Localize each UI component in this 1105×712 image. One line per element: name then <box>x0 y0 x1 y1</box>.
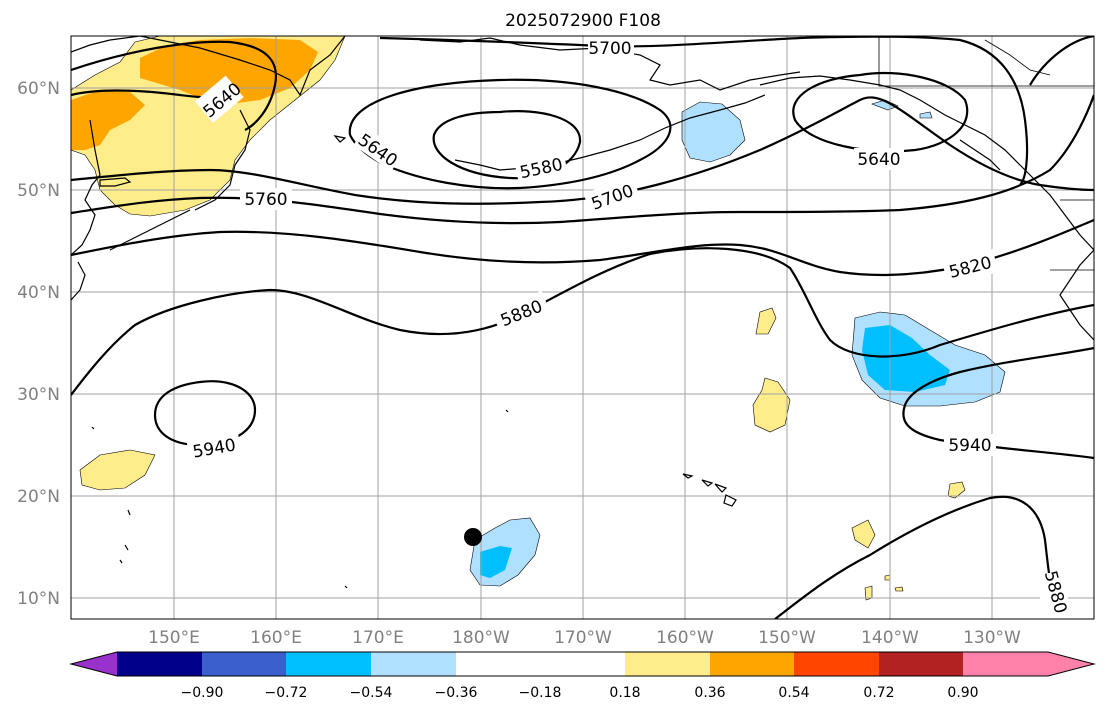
map-frame <box>70 35 1095 620</box>
positive-anomaly-region <box>755 307 777 335</box>
contour-5940-east <box>902 346 1094 460</box>
lon-label: 130°W <box>963 628 1021 648</box>
contour-5880-south <box>774 495 1060 619</box>
colorbar-tick-label: −0.72 <box>265 685 308 701</box>
positive-anomaly-region <box>947 481 966 499</box>
colorbar-bin <box>879 652 963 676</box>
map-plot-area: 5700 5640 5640 5580 5640 5760 5700 5820 … <box>71 36 1094 619</box>
colorbar-bin <box>371 652 456 676</box>
positive-anomaly-region <box>79 449 156 491</box>
contour-labels: 5700 5640 5640 5580 5640 5760 5700 5820 … <box>186 36 1070 619</box>
positive-anomaly-region <box>884 574 891 581</box>
contour-label: 5940 <box>948 436 991 456</box>
colorbar-tick-label: 0.18 <box>609 685 640 701</box>
height-contours <box>71 36 1094 619</box>
contour-5700-top <box>379 36 1094 186</box>
colorbar-bin <box>540 652 625 676</box>
contour-5760 <box>71 94 1094 225</box>
lon-label: 180°W <box>452 628 510 648</box>
contour-label: 5700 <box>588 39 631 59</box>
map-title: 2025072900 F108 <box>505 11 661 31</box>
lat-label: 30°N <box>17 385 60 405</box>
colorbar-tick-label: 0.72 <box>863 685 894 701</box>
colorbar-outline <box>69 651 1096 677</box>
lon-label: 140°W <box>861 628 919 648</box>
colorbar-bin <box>117 652 202 676</box>
lat-label: 20°N <box>17 487 60 507</box>
lon-label: 160°E <box>250 628 302 648</box>
contour-5880 <box>71 247 1094 396</box>
colorbar-tick-label: −0.90 <box>181 685 224 701</box>
contour-label: 5640 <box>857 150 900 170</box>
contour-5700 <box>71 40 1094 205</box>
colorbar: −0.90 −0.72 −0.54 −0.36 −0.18 0.18 0.36 … <box>69 651 1096 701</box>
strong-positive-anomaly-region <box>71 90 145 150</box>
colorbar-tick-label: −0.54 <box>350 685 393 701</box>
colorbar-under-triangle <box>71 652 117 676</box>
colorbar-tick-label: −0.36 <box>435 685 478 701</box>
lon-label: 150°W <box>758 628 816 648</box>
storm-position-marker <box>464 528 482 546</box>
lon-label: 170°W <box>554 628 612 648</box>
colorbar-bin <box>286 652 371 676</box>
lat-label: 50°N <box>17 181 60 201</box>
contour-5640-east <box>792 71 969 153</box>
positive-anomaly-region <box>894 586 904 592</box>
lon-label: 160°W <box>656 628 714 648</box>
colorbar-bin <box>794 652 879 676</box>
negative-anomaly-region <box>871 99 899 111</box>
colorbar-bin <box>625 652 710 676</box>
lon-label: 150°E <box>148 628 200 648</box>
colorbar-bin <box>710 652 794 676</box>
longitude-labels: 150°E 160°E 170°E 180°W 170°W 160°W 150°… <box>148 628 1021 648</box>
negative-anomaly-region <box>681 101 746 163</box>
contour-5580 <box>432 110 582 180</box>
colorbar-tick-label: 0.36 <box>694 685 725 701</box>
contour-label: 5760 <box>244 190 287 210</box>
strong-negative-anomaly-region <box>480 546 512 578</box>
colorbar-over-triangle <box>963 652 1094 676</box>
colorbar-bin <box>456 652 540 676</box>
positive-anomaly-region <box>752 377 791 433</box>
colorbar-bin <box>202 652 286 676</box>
lat-label: 10°N <box>17 589 60 609</box>
lon-label: 170°E <box>352 628 404 648</box>
strong-negative-anomaly-region <box>862 325 950 392</box>
negative-anomaly-region <box>919 111 933 119</box>
lat-label: 60°N <box>17 79 60 99</box>
latitude-labels: 60°N 50°N 40°N 30°N 20°N 10°N <box>17 79 60 609</box>
colorbar-tick-label: −0.18 <box>519 685 562 701</box>
lat-label: 40°N <box>17 283 60 303</box>
colorbar-tick-label: 0.54 <box>778 685 809 701</box>
colorbar-ticks: −0.90 −0.72 −0.54 −0.36 −0.18 0.18 0.36 … <box>181 685 979 701</box>
colorbar-tick-label: 0.90 <box>947 685 978 701</box>
positive-anomaly-region <box>851 519 876 549</box>
